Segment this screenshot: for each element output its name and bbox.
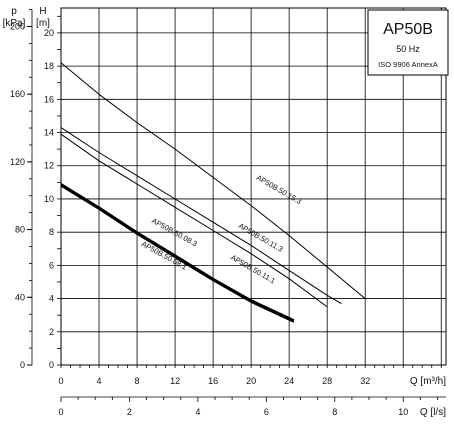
x-bottom-tick-label: 2 [127, 407, 132, 417]
x-bottom-tick-label: 6 [264, 407, 269, 417]
series-curve-0 [60, 62, 366, 299]
x-top-tick-label: 16 [208, 376, 218, 386]
y-inner-label-unit: [m] [36, 18, 50, 29]
legend-standard: ISO 9906 AnnexA [378, 60, 438, 69]
y-outer-label-unit: [kPa] [3, 18, 26, 29]
y-inner-tick-label: 8 [49, 227, 54, 237]
x-bottom-tick-label: 0 [58, 407, 63, 417]
y-outer-tick-label: 80 [15, 225, 25, 235]
series-label-0: AP50B.50.15.3 [255, 173, 303, 206]
curves-layer [60, 62, 366, 323]
y-inner-tick-label: 18 [44, 61, 54, 71]
x-bottom-axis-label: Q [l/s] [420, 407, 446, 418]
y-inner-tick-label: 20 [44, 28, 54, 38]
x-top-axis-label: Q [m³/h] [410, 376, 446, 387]
series-label-4: AP50B.50.08.1 [140, 239, 189, 271]
x-bottom-tick-label: 4 [195, 407, 200, 417]
y-outer-tick-label: 40 [15, 292, 25, 302]
x-bottom-tick-label: 8 [332, 407, 337, 417]
x-top-tick-label: 0 [58, 376, 63, 386]
x-bottom-tick-label: 10 [398, 407, 408, 417]
axes-layer [27, 7, 447, 402]
series-curve-4 [60, 184, 295, 323]
y-outer-label-top: p [11, 6, 17, 17]
legend-box: AP50B 50 Hz ISO 9906 AnnexA [367, 9, 449, 76]
y-outer-tick-label: 0 [20, 360, 25, 370]
y-inner-tick-label: 14 [44, 128, 54, 138]
y-inner-tick-label: 6 [49, 260, 54, 270]
x-top-tick-label: 8 [135, 376, 140, 386]
series-curve-2 [60, 133, 328, 308]
x-top-tick-label: 20 [246, 376, 256, 386]
y-inner-tick-label: 0 [49, 360, 54, 370]
y-outer-tick-label: 160 [10, 89, 25, 99]
legend-box-frame [367, 9, 449, 76]
y-inner-tick-label: 12 [44, 161, 54, 171]
y-inner-tick-label: 10 [44, 194, 54, 204]
y-inner-label-top: H [39, 6, 46, 17]
legend-title: AP50B [383, 21, 433, 38]
x-top-tick-label: 4 [97, 376, 102, 386]
series-curve-1 [60, 127, 342, 305]
x-top-tick-label: 32 [360, 376, 370, 386]
legend-frequency: 50 Hz [396, 44, 420, 54]
y-outer-tick-label: 200 [10, 21, 25, 31]
y-outer-tick-label: 120 [10, 157, 25, 167]
series-curve-3 [60, 183, 295, 322]
y-inner-tick-label: 4 [49, 294, 54, 304]
x-top-tick-label: 12 [170, 376, 180, 386]
y-inner-tick-label: 16 [44, 94, 54, 104]
y-inner-tick-label: 2 [49, 327, 54, 337]
x-top-tick-label: 28 [322, 376, 332, 386]
x-top-tick-label: 24 [284, 376, 294, 386]
